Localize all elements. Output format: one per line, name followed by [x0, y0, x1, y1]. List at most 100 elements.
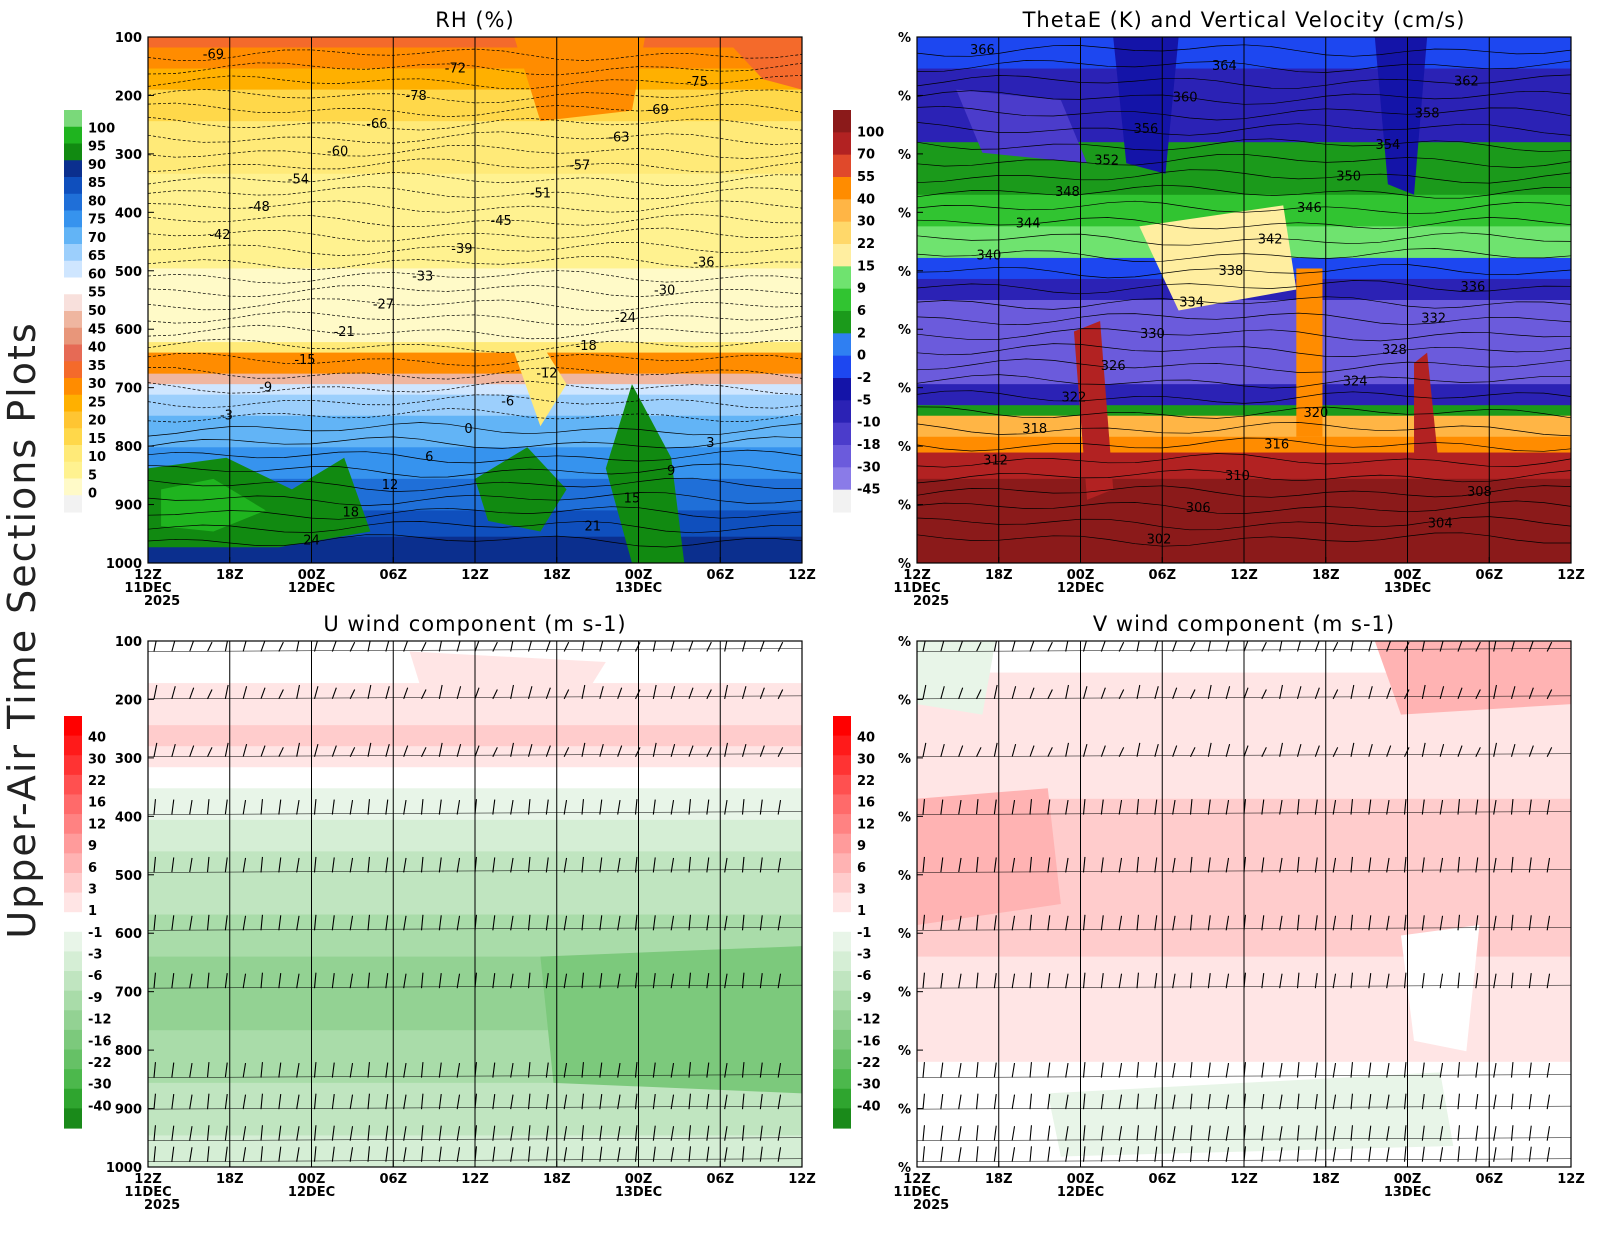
colorbar-label: 40 — [857, 192, 875, 207]
wind-barb — [1261, 1094, 1265, 1110]
wind-barb — [1082, 686, 1088, 700]
y-tick-label: 300 — [115, 148, 142, 163]
wind-barb — [331, 1062, 335, 1078]
wind-barb — [331, 799, 335, 815]
colorbar-swatch — [833, 735, 851, 756]
wind-barb — [1189, 1125, 1193, 1141]
wind-barb — [171, 686, 176, 700]
wind-barb — [599, 1094, 603, 1110]
y-tick-label: 500 — [115, 869, 142, 884]
wind-barb — [1528, 1094, 1532, 1110]
wind-barb — [1154, 799, 1158, 815]
contour-label: -30 — [654, 283, 675, 298]
wind-barb — [1457, 745, 1463, 757]
y-tick-label: 1000 — [106, 1161, 142, 1176]
y-tick-label: 800 — [115, 1044, 142, 1059]
wind-barb — [189, 799, 193, 815]
wind-barb — [1350, 856, 1353, 873]
wind-barb — [313, 914, 317, 931]
x-tick-label: 00Z — [625, 568, 653, 583]
wind-barb — [1314, 973, 1318, 989]
colorbar-label: 1 — [88, 904, 97, 919]
x-tick-label: 18Z — [1312, 568, 1340, 583]
wind-barb — [1279, 1147, 1283, 1162]
wind-barb — [1172, 1062, 1176, 1078]
wind-barb — [331, 687, 337, 700]
colorbar-label: 16 — [88, 796, 106, 811]
wind-barb — [922, 641, 926, 652]
wind-barb — [438, 742, 443, 757]
wind-barb — [206, 799, 210, 815]
wind-barb — [1225, 686, 1231, 700]
wind-barb — [153, 1093, 156, 1110]
wind-barb — [1100, 799, 1104, 815]
wind-barb — [171, 915, 175, 931]
wind-barb — [993, 915, 997, 931]
wind-barb — [940, 857, 944, 873]
wind-barb — [1172, 1147, 1176, 1162]
wind-barb — [1190, 641, 1196, 652]
wind-barb — [438, 915, 442, 931]
wind-barb — [1332, 1126, 1337, 1141]
colorbar: 40 30 22 16 12 9 6 3 1 -1 -3 -6 -9 -12 -16 -22 -30 -40 — [64, 716, 112, 1129]
wind-barb — [1350, 1062, 1353, 1078]
colorbar-swatch — [833, 199, 851, 223]
wind-barb — [993, 1062, 997, 1078]
wind-barb — [1100, 1094, 1104, 1110]
x-tick-label: 12Z — [788, 568, 816, 583]
wind-barb — [421, 641, 427, 652]
year-label: 2025 — [913, 1198, 949, 1213]
x-tick-label: 18Z — [985, 1172, 1013, 1187]
wind-barb — [1011, 1094, 1016, 1110]
wind-barb — [741, 743, 747, 757]
plot-frame — [147, 640, 803, 1168]
wind-barb — [385, 857, 389, 873]
moist-region — [161, 478, 266, 532]
wind-barb — [634, 972, 638, 989]
wind-barb — [940, 1146, 944, 1162]
colorbar-label: -45 — [857, 483, 881, 498]
wind-barb — [1136, 1125, 1139, 1141]
wind-barb — [1350, 641, 1354, 652]
x-tick-label: 18Z — [543, 568, 571, 583]
wind-barb — [171, 799, 175, 815]
wind-barb — [759, 973, 763, 989]
wind-barb — [617, 857, 621, 873]
wind-barb — [975, 1062, 979, 1078]
wind-barb — [492, 1062, 496, 1078]
colorbar-label: 100 — [88, 121, 115, 136]
contour-line — [148, 213, 802, 228]
wind-barb — [296, 973, 300, 989]
wind-barb — [278, 689, 284, 700]
wind-barb — [599, 1146, 603, 1162]
wind-barb — [976, 689, 982, 700]
wind-barb — [206, 1062, 210, 1078]
contour-line — [148, 352, 802, 367]
colorbar-label: 75 — [88, 213, 106, 228]
wind-barb — [403, 915, 407, 931]
wind-barb — [958, 973, 962, 989]
wind-barb — [688, 641, 694, 652]
y-tick-label: % — [898, 440, 911, 455]
wind-barb — [171, 973, 175, 989]
wind-barb — [367, 914, 370, 931]
wind-barb — [940, 973, 944, 989]
y-tick-label: % — [898, 557, 911, 572]
colorbar-swatch — [64, 260, 82, 279]
colorbar-swatch — [833, 311, 851, 334]
wind-barb — [1029, 972, 1032, 989]
wind-barb — [492, 857, 496, 873]
wind-barb — [1082, 1062, 1086, 1078]
wind-barb — [474, 687, 480, 700]
wind-barb — [438, 1094, 442, 1110]
wind-barb — [1528, 857, 1532, 873]
date-label: 11DEC — [893, 581, 940, 596]
colorbar-swatch — [833, 445, 851, 468]
contour-line — [148, 241, 802, 256]
date-label: 13DEC — [615, 581, 662, 596]
wind-barb — [527, 799, 531, 815]
wind-barb — [349, 857, 354, 873]
wind-barb — [1332, 641, 1339, 652]
date-label: 11DEC — [124, 581, 171, 596]
